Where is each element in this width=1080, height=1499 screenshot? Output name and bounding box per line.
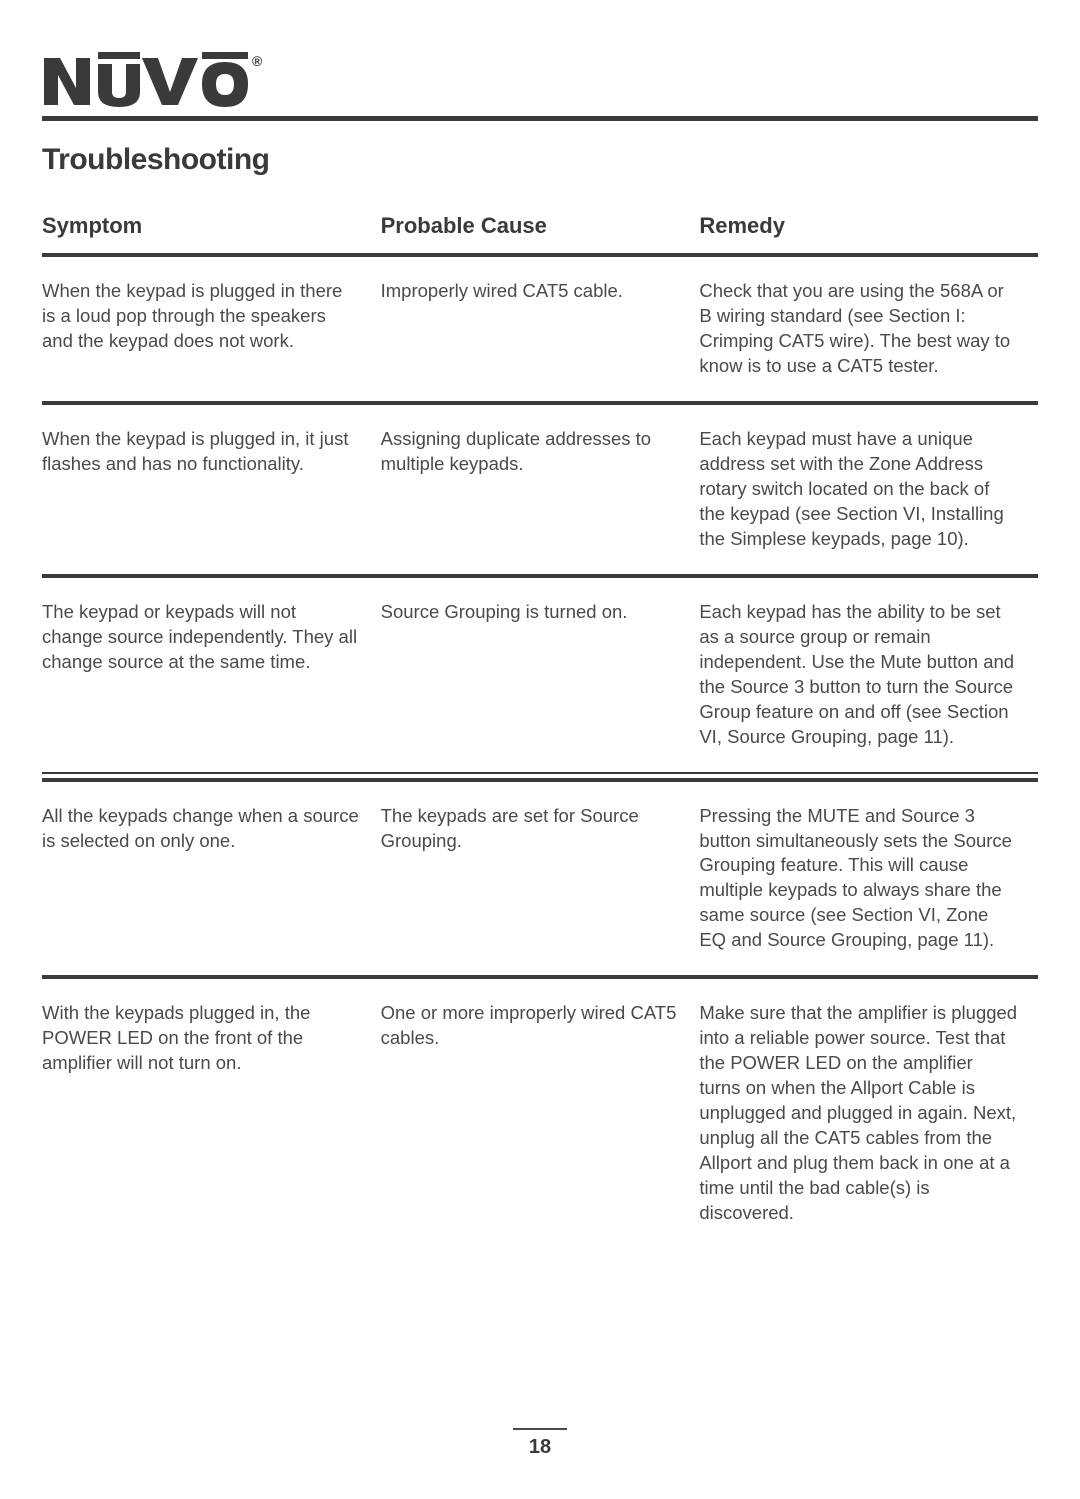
cell-remedy: Pressing the MUTE and Source 3 button si… — [699, 782, 1038, 976]
cell-cause: Assigning duplicate addresses to multipl… — [381, 405, 700, 574]
document-page: ® Troubleshooting Symptom Probable Cause… — [0, 0, 1080, 1499]
nuvo-logo-svg: ® — [42, 50, 292, 110]
cell-cause: The keypads are set for Source Grouping. — [381, 782, 700, 976]
cell-cause: Source Grouping is turned on. — [381, 578, 700, 772]
table-row: The keypad or keypads will not change so… — [42, 578, 1038, 772]
col-header-remedy: Remedy — [699, 213, 1038, 253]
cell-symptom: When the keypad is plugged in there is a… — [42, 257, 381, 401]
cell-cause: Improperly wired CAT5 cable. — [381, 257, 700, 401]
cell-symptom: All the keypads change when a source is … — [42, 782, 381, 976]
cell-symptom: When the keypad is plugged in, it just f… — [42, 405, 381, 574]
footer-rule — [513, 1428, 567, 1430]
table-row: All the keypads change when a source is … — [42, 782, 1038, 976]
col-header-cause: Probable Cause — [381, 213, 700, 253]
cell-remedy: Make sure that the amplifier is plugged … — [699, 979, 1038, 1248]
cell-symptom: With the keypads plugged in, the POWER L… — [42, 979, 381, 1248]
table-row: With the keypads plugged in, the POWER L… — [42, 979, 1038, 1248]
header-divider — [42, 116, 1038, 121]
page-number: 18 — [42, 1436, 1038, 1459]
page-footer: 18 — [42, 1428, 1038, 1459]
table-row: When the keypad is plugged in there is a… — [42, 257, 1038, 401]
table-header-row: Symptom Probable Cause Remedy — [42, 213, 1038, 253]
table-row: When the keypad is plugged in, it just f… — [42, 405, 1038, 574]
cell-remedy: Each keypad has the ability to be set as… — [699, 578, 1038, 772]
cell-remedy: Check that you are using the 568A or B w… — [699, 257, 1038, 401]
section-title: Troubleshooting — [42, 143, 1038, 177]
troubleshooting-table: Symptom Probable Cause Remedy When the k… — [42, 213, 1038, 1248]
col-header-symptom: Symptom — [42, 213, 381, 253]
svg-text:®: ® — [252, 53, 263, 69]
cell-remedy: Each keypad must have a unique address s… — [699, 405, 1038, 574]
brand-logo: ® — [42, 50, 1038, 110]
cell-cause: One or more improperly wired CAT5 cables… — [381, 979, 700, 1248]
cell-symptom: The keypad or keypads will not change so… — [42, 578, 381, 772]
